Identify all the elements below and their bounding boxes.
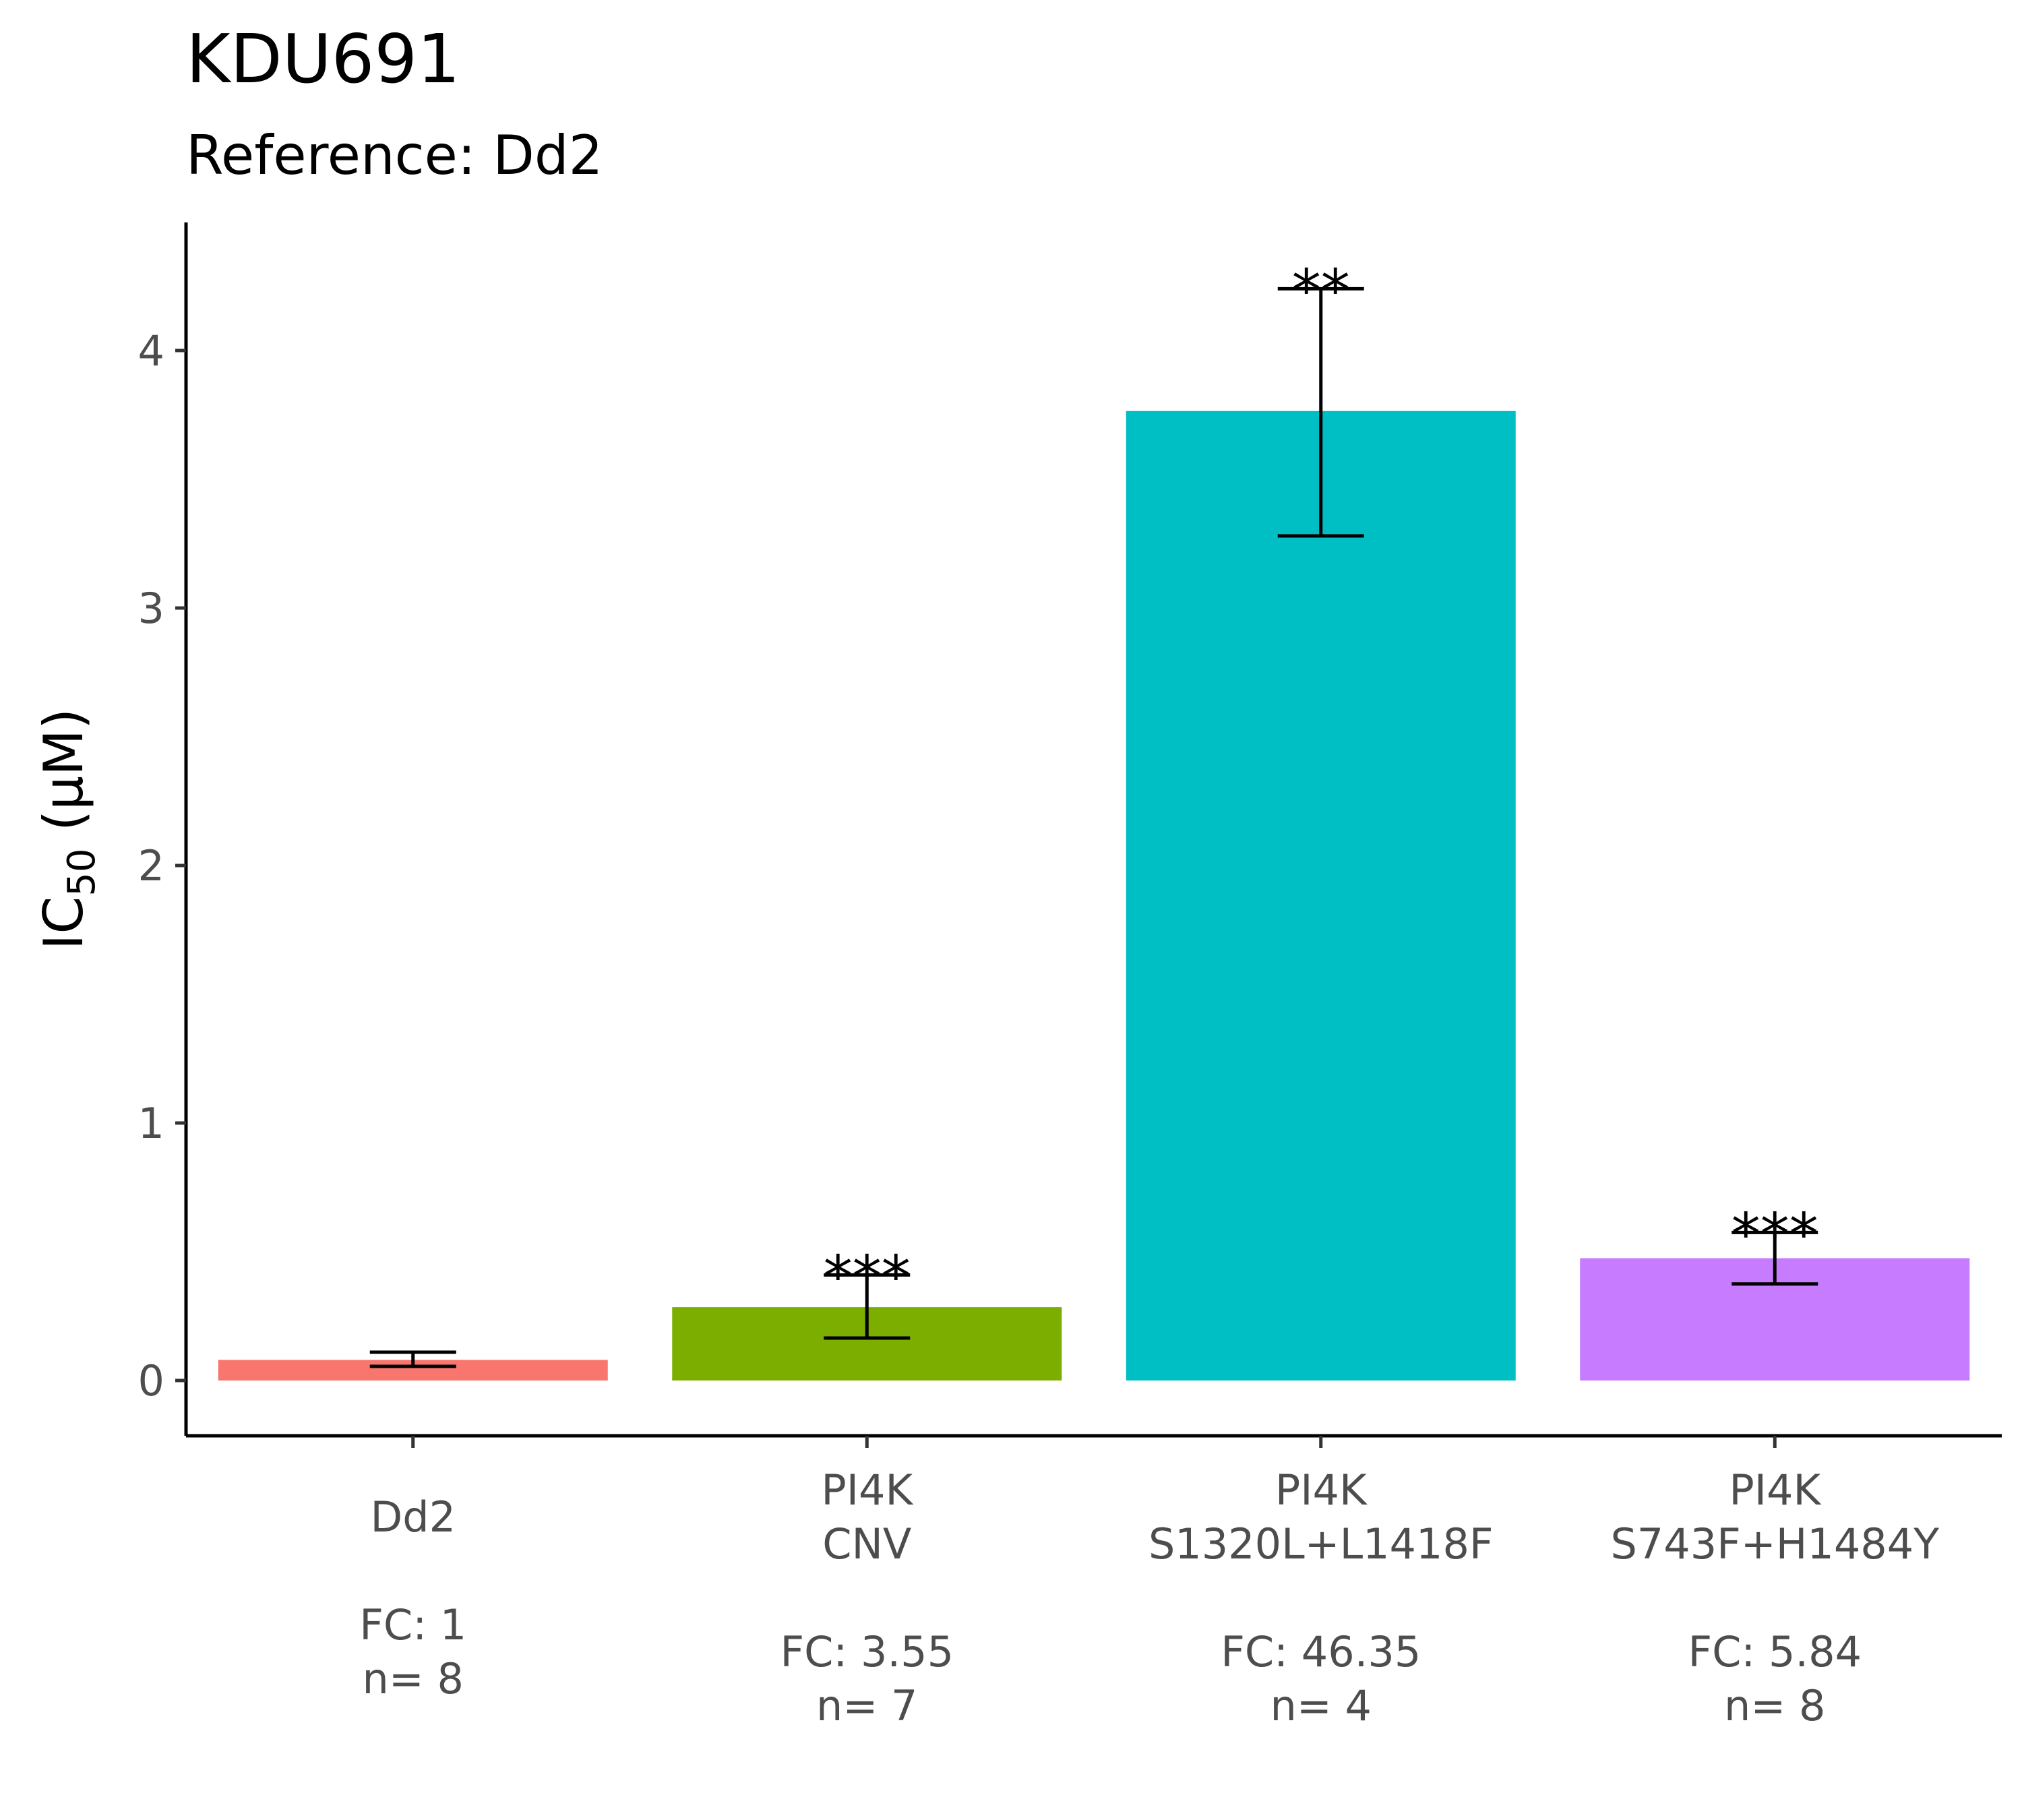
x-tick-label: FC: 1 <box>359 1600 466 1649</box>
y-axis-label: IC50 (μM) <box>32 708 104 950</box>
y-tick-label: 1 <box>138 1099 164 1148</box>
significance-label: *** <box>1732 1201 1818 1268</box>
chart-subtitle: Reference: Dd2 <box>186 124 603 187</box>
x-tick-label: PI4K <box>821 1465 913 1515</box>
x-tick-label: FC: 3.55 <box>780 1627 954 1676</box>
x-tick-label: CNV <box>822 1519 911 1569</box>
x-tick-label: S743F+H1484Y <box>1610 1519 1939 1569</box>
significance-label: *** <box>824 1243 911 1310</box>
significance-label: ** <box>1292 257 1350 324</box>
x-tick-label: FC: 46.35 <box>1221 1627 1421 1676</box>
y-tick-label: 4 <box>138 326 164 375</box>
x-tick-label: n= 8 <box>363 1654 464 1703</box>
x-tick-label: FC: 5.84 <box>1688 1627 1862 1676</box>
y-tick-label: 2 <box>138 841 164 890</box>
x-tick-label: n= 7 <box>816 1681 917 1730</box>
bar <box>1126 411 1516 1381</box>
chart-title: KDU691 <box>186 20 460 98</box>
x-tick-label: PI4K <box>1729 1465 1821 1515</box>
x-tick-label: n= 8 <box>1724 1681 1825 1730</box>
x-tick-label: S1320L+L1418F <box>1148 1519 1494 1569</box>
y-tick-label: 3 <box>138 584 164 633</box>
x-tick-label: n= 4 <box>1270 1681 1372 1730</box>
x-tick-label: PI4K <box>1275 1465 1368 1515</box>
x-tick-label: Dd2 <box>370 1492 456 1542</box>
y-tick-label: 0 <box>138 1356 164 1405</box>
